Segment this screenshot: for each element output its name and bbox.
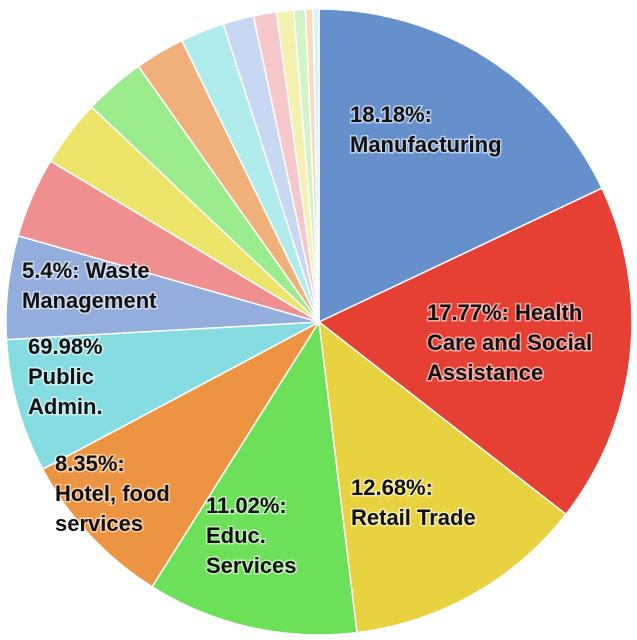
slice-label-line: Assistance: [427, 360, 543, 385]
slice-label-line: Hotel, food: [55, 481, 170, 506]
slice-label-line: Educ.: [206, 523, 266, 548]
slice-label-line: 12.68%:: [351, 475, 433, 500]
pie-slice-1: [318, 187, 633, 516]
slice-label-line: Retail Trade: [351, 505, 476, 530]
slice-label-line: Care and Social: [427, 330, 592, 355]
slice-label-1: 17.77%: Health Care and Social Assistance: [427, 300, 592, 385]
slice-label-3: 11.02%: Educ. Services: [206, 493, 297, 578]
slice-label-line: 8.35%:: [55, 451, 125, 476]
slice-label-line: Manufacturing: [350, 132, 502, 157]
pie-slice-3: [151, 321, 358, 636]
slice-label-line: 18.18%:: [350, 102, 432, 127]
slice-label-line: 17.77%: Health: [427, 300, 582, 325]
pie-slice-2: [318, 321, 567, 634]
pie-slice-4: [42, 321, 320, 588]
slice-label-line: Management: [22, 288, 157, 313]
slice-label-4: 8.35%: Hotel, food services: [55, 451, 170, 536]
pie-slices: [5, 8, 633, 636]
slice-label-2: 12.68%: Retail Trade: [351, 475, 476, 530]
slice-label-6: 5.4%: Waste Management: [22, 258, 157, 313]
slice-label-line: 11.02%:: [206, 493, 287, 518]
slice-label-line: Admin.: [28, 394, 103, 419]
slice-labels: 18.18%: Manufacturing 17.77%: Health Care a…: [21, 101, 594, 580]
pie-slice-17: [312, 8, 320, 323]
pie-slice-0: [318, 8, 603, 323]
slice-label-line: 5.4%: Waste: [22, 258, 150, 283]
slice-label-5: 69.98% Public Admin.: [28, 334, 103, 419]
slice-label-line: 69.98%: [28, 334, 103, 359]
slice-label-line: services: [55, 511, 143, 536]
slice-label-line: Services: [206, 553, 297, 578]
pie-slice-5: [5, 321, 320, 470]
slice-label-0: 18.18%: Manufacturing: [350, 102, 502, 157]
slice-label-line: Public: [28, 364, 94, 389]
